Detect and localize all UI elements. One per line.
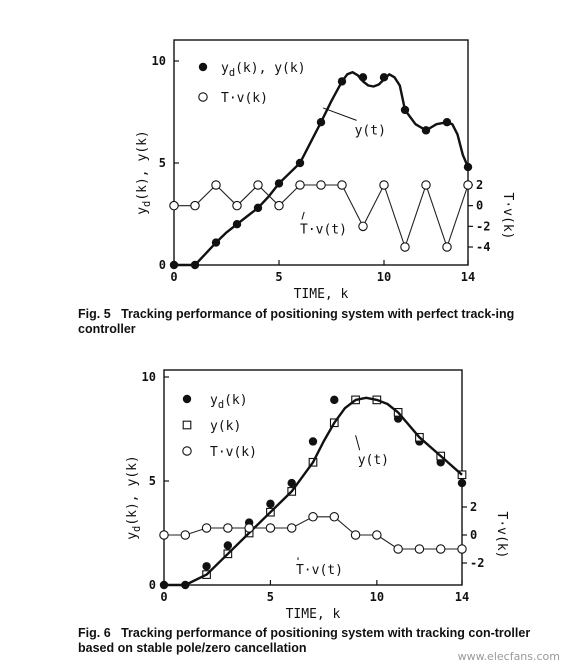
- series-line-y-t: [164, 396, 463, 587]
- figure-5-caption: Fig. 5 Tracking performance of positioni…: [78, 307, 560, 337]
- annotation-leader: [355, 435, 361, 451]
- data-point-tv-k: [295, 180, 305, 190]
- data-point-yd-k: [457, 478, 467, 488]
- y-tick-label: 5: [159, 156, 166, 170]
- data-point-tv-k: [308, 512, 318, 522]
- y2-tick-label: -4: [476, 240, 490, 254]
- x-tick-label: 5: [267, 590, 274, 604]
- annotation-label: y(t): [358, 453, 389, 468]
- series-line-tv-t: [164, 516, 462, 550]
- x-tick-label: 14: [461, 270, 475, 284]
- y-axis-label: yd(k), y(k): [125, 455, 143, 540]
- data-point-tv-k: [350, 530, 361, 540]
- x-tick-label: 14: [455, 590, 469, 604]
- y-tick-label: 10: [142, 370, 156, 384]
- figure-6-caption: Fig. 6 Tracking performance of positioni…: [78, 626, 560, 656]
- data-point-yd-k: [379, 73, 389, 82]
- data-point-yd-k: [266, 499, 275, 509]
- y-tick-label: 0: [149, 578, 156, 592]
- data-point-tv-k: [393, 544, 403, 554]
- x-tick-label: 0: [170, 270, 177, 284]
- data-point-tv-k: [372, 530, 382, 540]
- data-point-tv-k: [169, 200, 179, 211]
- y-tick-label: 0: [159, 258, 166, 272]
- x-tick-label: 0: [160, 590, 167, 604]
- y2-tick-label: -2: [476, 219, 490, 233]
- data-point-tv-k: [159, 530, 169, 540]
- x-tick-label: 10: [377, 270, 391, 284]
- y-axis-label: yd(k), y(k): [135, 130, 153, 215]
- y2-tick-label: 0: [476, 199, 483, 213]
- legend-marker: [182, 446, 192, 456]
- data-point-tv-k: [457, 544, 467, 554]
- figure-6-caption-label: Fig. 6: [78, 626, 111, 640]
- y2-tick-label: 2: [470, 500, 477, 514]
- data-point-tv-k: [286, 523, 297, 533]
- y2-tick-label: -2: [470, 556, 484, 570]
- watermark: www.elecfans.com: [457, 650, 560, 663]
- y2-axis-label: T·v(k): [500, 193, 515, 240]
- figure-6-chart: 0 5 10 14 0 5 10 2 0 -2 TIME, k yd(k), y(k) T·v(k) yd…: [125, 369, 509, 622]
- data-point-tv-k: [435, 544, 446, 554]
- data-point-yd-k: [223, 541, 233, 550]
- data-point-tv-k: [244, 523, 254, 533]
- data-point-tv-k: [358, 221, 368, 232]
- series-line-y-t: [174, 71, 470, 267]
- data-point-tv-k: [316, 180, 326, 190]
- annotation-leader: [301, 211, 305, 220]
- figure-5-chart: 0 5 10 14 0 5 10 2 0 -2 -4 TIME, k yd(k), y(k) T·v(k)…: [135, 39, 515, 302]
- data-point-tv-k: [400, 242, 410, 252]
- data-point-tv-k: [337, 180, 347, 190]
- data-point-yd-k: [308, 437, 318, 446]
- figure-5-caption-label: Fig. 5: [78, 307, 111, 321]
- data-point-yd-k: [330, 395, 339, 405]
- annotation-label: T·v(t): [296, 563, 343, 578]
- y2-axis-label: T·v(k): [494, 512, 509, 559]
- data-point-tv-k: [201, 523, 212, 533]
- data-point-tv-k: [180, 530, 191, 540]
- legend-label: T·v(k): [210, 445, 257, 460]
- x-axis-label: TIME, k: [286, 607, 341, 622]
- data-point-tv-k: [190, 200, 200, 211]
- data-point-tv-k: [211, 180, 221, 190]
- legend-label: y(k): [210, 419, 241, 434]
- y2-tick-label: 0: [470, 528, 477, 542]
- legend-label: yd(k): [210, 393, 248, 411]
- legend-marker: [182, 420, 192, 430]
- data-point-tv-k: [265, 523, 276, 533]
- data-point-tv-k: [414, 544, 425, 554]
- annotation-label: y(t): [355, 123, 386, 138]
- data-point-tv-k: [442, 242, 452, 252]
- series-line-tv-t: [174, 183, 469, 249]
- x-axis-label: TIME, k: [294, 287, 349, 302]
- y-tick-label: 10: [152, 54, 166, 68]
- legend-marker: [198, 92, 208, 102]
- figure-5-caption-text: Tracking performance of positioning syst…: [78, 307, 515, 336]
- legend-label: yd(k), y(k): [221, 61, 306, 79]
- plot-frame: [173, 39, 469, 266]
- legend-marker: [182, 394, 192, 404]
- data-point-tv-k: [274, 200, 284, 211]
- x-tick-label: 10: [370, 590, 384, 604]
- legend-label: T·v(k): [221, 91, 268, 106]
- data-point-yd-k: [287, 478, 296, 488]
- data-point-tv-k: [329, 512, 340, 522]
- annotation-label: T·v(t): [300, 222, 347, 237]
- data-point-tv-k: [379, 180, 389, 190]
- data-point-tv-k: [253, 180, 263, 190]
- data-point-yd-k: [202, 562, 211, 571]
- data-point-tv-k: [463, 180, 473, 190]
- y2-tick-label: 2: [476, 178, 483, 192]
- data-point-tv-k: [421, 180, 431, 190]
- data-point-tv-k: [223, 523, 233, 533]
- x-tick-label: 5: [275, 270, 282, 284]
- y-tick-label: 5: [149, 474, 156, 488]
- data-point-tv-k: [232, 200, 242, 211]
- annotation-leader: [322, 107, 357, 121]
- legend-marker: [198, 62, 208, 72]
- figure-6-caption-text: Tracking performance of positioning syst…: [78, 626, 531, 655]
